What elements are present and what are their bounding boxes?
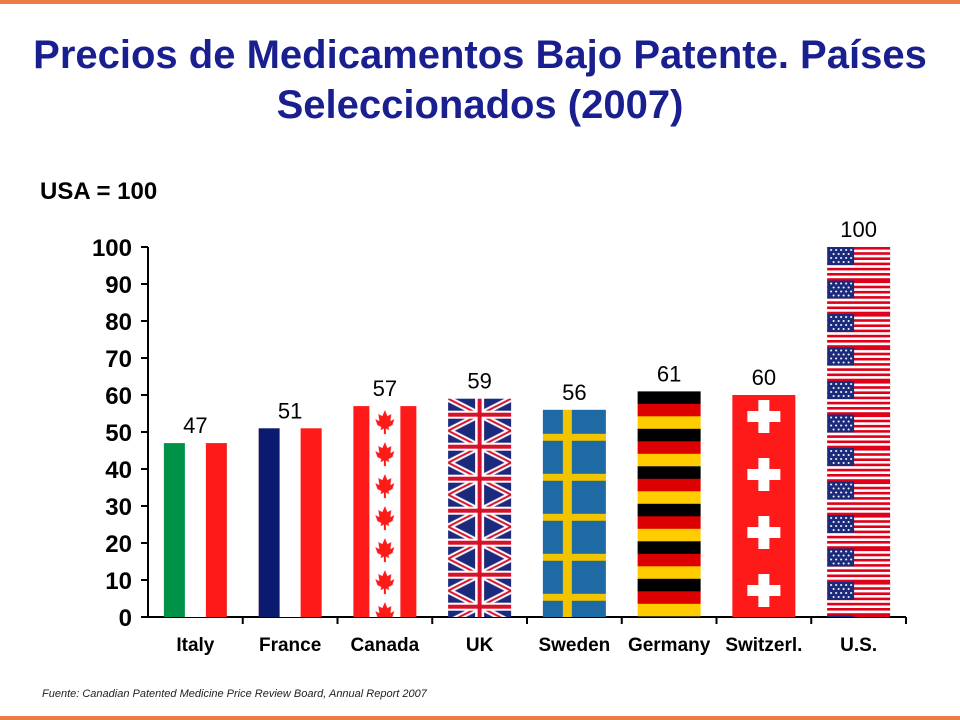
bottom-accent-border <box>0 716 960 720</box>
bar-canada <box>353 406 417 617</box>
x-tick-label: Italy <box>176 635 214 656</box>
data-label: 61 <box>657 361 681 386</box>
bar-italy <box>163 443 227 617</box>
x-tick-label: Sweden <box>538 635 610 656</box>
y-tick-label: 70 <box>105 346 132 373</box>
data-label: 47 <box>183 413 207 438</box>
x-tick-label: Canada <box>351 635 420 656</box>
y-tick-label: 80 <box>105 309 132 336</box>
x-tick-label: U.S. <box>840 635 877 656</box>
y-tick-label: 90 <box>105 272 132 299</box>
y-tick-label: 20 <box>105 531 132 558</box>
x-tick-label: Germany <box>628 635 711 656</box>
page-title: Precios de Medicamentos Bajo Patente. Pa… <box>33 33 927 127</box>
bar-germany <box>637 391 701 617</box>
data-label: 59 <box>467 369 491 394</box>
x-tick-label: Switzerl. <box>725 635 802 656</box>
top-accent-border <box>0 0 960 4</box>
bar-france <box>258 428 322 617</box>
chart-subtitle: USA = 100 <box>40 178 158 205</box>
bar-us <box>827 247 891 617</box>
bar-sweden <box>542 409 606 617</box>
data-label: 56 <box>562 380 586 405</box>
x-tick-label: France <box>259 635 321 656</box>
data-label: 57 <box>373 376 397 401</box>
y-tick-label: 30 <box>105 494 132 521</box>
y-tick-label: 50 <box>105 420 132 447</box>
y-tick-label: 100 <box>92 235 132 262</box>
y-tick-label: 0 <box>119 605 132 632</box>
y-tick-label: 60 <box>105 383 132 410</box>
data-label: 51 <box>278 398 302 423</box>
x-tick-label: UK <box>466 635 494 656</box>
data-label: 60 <box>752 365 776 390</box>
y-tick-label: 10 <box>105 568 132 595</box>
data-label: 100 <box>840 217 877 242</box>
bar-uk <box>448 398 512 617</box>
source-note: Fuente: Canadian Patented Medicine Price… <box>42 688 427 700</box>
bar-switzerl <box>732 395 796 617</box>
y-tick-label: 40 <box>105 457 132 484</box>
